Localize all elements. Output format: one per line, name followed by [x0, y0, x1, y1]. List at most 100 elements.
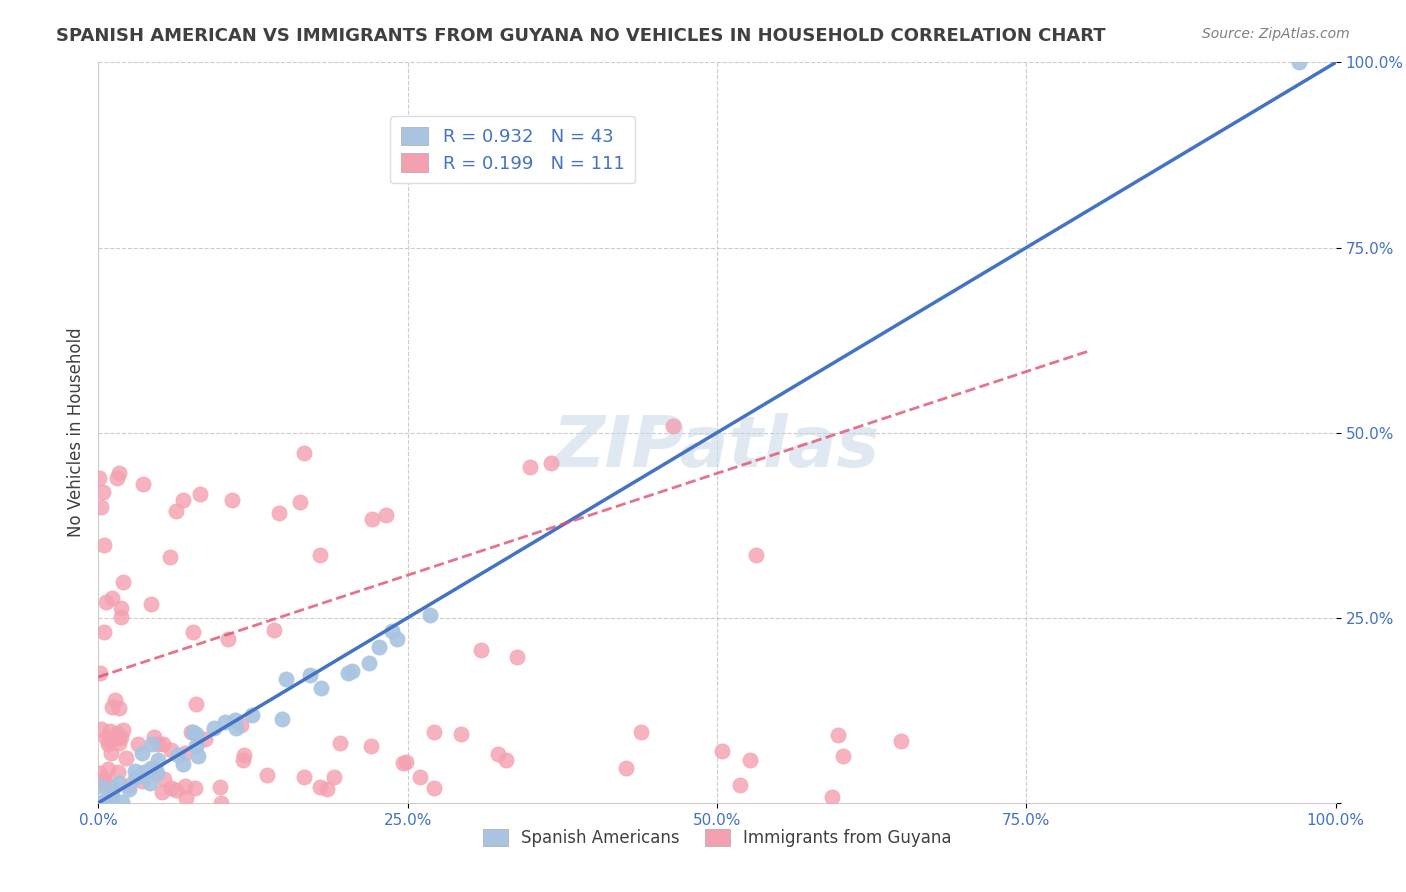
Point: [381, 624, 404, 638]
Point: [827, 729, 849, 743]
Point: [148, 753, 170, 767]
Point: [87, 766, 110, 780]
Point: [299, 668, 322, 682]
Point: [110, 601, 132, 615]
Point: [409, 770, 432, 784]
Point: [340, 665, 363, 679]
Point: [107, 726, 129, 740]
Point: [486, 747, 509, 761]
Point: [186, 727, 208, 741]
Point: [107, 731, 129, 745]
Point: [308, 780, 330, 794]
Point: [329, 736, 352, 750]
Point: [614, 761, 637, 775]
Point: [495, 753, 517, 767]
Point: [98, 779, 121, 793]
Point: [470, 643, 492, 657]
Point: [139, 776, 162, 790]
Legend: Spanish Americans, Immigrants from Guyana: Spanish Americans, Immigrants from Guyan…: [477, 822, 957, 854]
Point: [89, 665, 111, 680]
Point: [141, 737, 163, 751]
Point: [91, 485, 114, 500]
Point: [101, 780, 124, 795]
Point: [110, 796, 132, 810]
Point: [395, 756, 418, 770]
Point: [422, 725, 444, 739]
Point: [187, 748, 209, 763]
Point: [87, 796, 110, 810]
Point: [890, 733, 912, 747]
Point: [104, 692, 127, 706]
Point: [322, 770, 344, 784]
Text: SPANISH AMERICAN VS IMMIGRANTS FROM GUYANA NO VEHICLES IN HOUSEHOLD CORRELATION : SPANISH AMERICAN VS IMMIGRANTS FROM GUYA…: [56, 27, 1107, 45]
Point: [316, 781, 339, 796]
Y-axis label: No Vehicles in Household: No Vehicles in Household: [66, 327, 84, 538]
Point: [107, 765, 129, 780]
Point: [127, 737, 149, 751]
Point: [519, 460, 541, 475]
Point: [229, 718, 252, 732]
Point: [124, 764, 146, 779]
Point: [93, 772, 115, 786]
Point: [117, 782, 139, 797]
Point: [180, 725, 202, 739]
Point: [256, 767, 278, 781]
Point: [118, 778, 141, 792]
Point: [132, 477, 155, 491]
Point: [97, 762, 120, 776]
Point: [214, 715, 236, 730]
Point: [143, 761, 166, 775]
Point: [124, 770, 146, 784]
Point: [153, 772, 176, 787]
Point: [728, 778, 751, 792]
Point: [107, 776, 129, 790]
Point: [111, 723, 134, 737]
Point: [94, 594, 117, 608]
Point: [172, 492, 194, 507]
Point: [101, 700, 124, 714]
Point: [267, 506, 290, 520]
Point: [93, 538, 115, 552]
Point: [309, 548, 332, 562]
Point: [100, 747, 122, 761]
Point: [194, 731, 217, 746]
Point: [165, 504, 187, 518]
Point: [166, 747, 188, 762]
Point: [263, 623, 285, 637]
Point: [108, 466, 131, 480]
Point: [209, 796, 232, 810]
Point: [292, 446, 315, 460]
Point: [100, 724, 122, 739]
Point: [90, 722, 112, 736]
Point: [540, 456, 562, 470]
Point: [110, 609, 132, 624]
Point: [97, 737, 120, 751]
Point: [115, 750, 138, 764]
Point: [820, 789, 842, 804]
Point: [159, 743, 181, 757]
Point: [202, 721, 225, 735]
Point: [97, 734, 120, 748]
Point: [174, 779, 197, 793]
Point: [103, 730, 125, 744]
Text: ZIPatlas: ZIPatlas: [554, 413, 880, 482]
Point: [506, 649, 529, 664]
Point: [101, 789, 124, 803]
Point: [100, 792, 122, 806]
Point: [89, 779, 111, 793]
Point: [276, 672, 298, 686]
Point: [108, 736, 131, 750]
Point: [176, 790, 198, 805]
Point: [107, 701, 129, 715]
Point: [93, 773, 115, 788]
Point: [98, 796, 121, 810]
Point: [240, 708, 263, 723]
Point: [1288, 55, 1310, 70]
Point: [159, 550, 181, 565]
Point: [710, 744, 733, 758]
Point: [221, 493, 243, 508]
Point: [360, 739, 382, 754]
Point: [184, 781, 207, 796]
Point: [184, 697, 207, 711]
Point: [152, 738, 174, 752]
